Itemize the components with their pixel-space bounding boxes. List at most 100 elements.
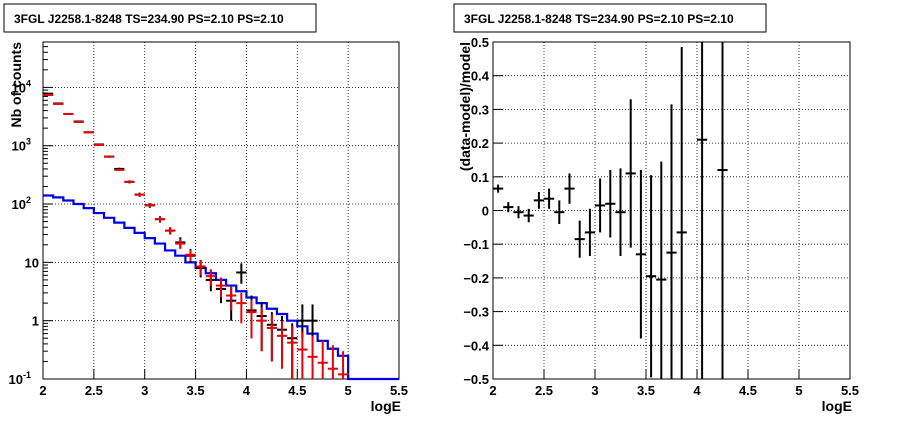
residual-y-tick-label: 0.2 xyxy=(471,136,489,151)
residual-point xyxy=(564,173,575,204)
counts-x-tick-label: 2 xyxy=(39,383,46,398)
model-point xyxy=(185,249,196,262)
model-point xyxy=(276,320,288,369)
residual-x-tick-label: 4 xyxy=(693,383,701,398)
model-point xyxy=(63,112,74,115)
model-point xyxy=(236,292,247,324)
counts-x-tick-label: 5.5 xyxy=(390,383,408,398)
counts-plot-frame xyxy=(42,41,400,380)
residual-x-tick-label: 3.5 xyxy=(637,383,655,398)
residual-panel: 3FGL J2258.1-8248 TS=234.90 PS=2.10 PS=2… xyxy=(453,3,859,414)
model-point xyxy=(104,155,115,158)
counts-y-tick-label: 10 xyxy=(25,255,39,270)
data-point xyxy=(307,304,318,339)
counts-title: 3FGL J2258.1-8248 TS=234.90 PS=2.10 PS=2… xyxy=(14,12,284,26)
residual-point xyxy=(635,170,646,339)
model-point xyxy=(337,351,349,379)
model-point xyxy=(256,307,267,352)
residual-point xyxy=(523,208,534,223)
counts-y-tick-label: 10-1 xyxy=(9,370,31,387)
model-point xyxy=(246,299,257,339)
model-point xyxy=(43,94,54,97)
residual-point xyxy=(605,170,616,238)
model-point xyxy=(114,168,125,171)
residual-x-axis-label: logE xyxy=(822,398,852,414)
model-point xyxy=(317,340,328,379)
counts-y-tick-exponent: -1 xyxy=(23,370,31,380)
residual-y-tick-label: −0.5 xyxy=(463,372,489,387)
counts-x-tick-label: 3.5 xyxy=(187,383,205,398)
counts-panel: 3FGL J2258.1-8248 TS=234.90 PS=2.10 PS=2… xyxy=(3,3,408,414)
counts-x-tick-label: 5 xyxy=(345,383,352,398)
residual-point xyxy=(574,220,585,258)
counts-y-tick-label: 103 xyxy=(12,137,31,154)
counts-x-axis-label: logE xyxy=(371,398,401,414)
residual-title: 3FGL J2258.1-8248 TS=234.90 PS=2.10 PS=2… xyxy=(464,12,734,26)
counts-y-tick-exponent: 2 xyxy=(26,195,31,205)
residual-y-tick-label: 0.5 xyxy=(471,35,489,50)
residual-point xyxy=(717,42,728,379)
model-point xyxy=(297,331,308,379)
counts-x-tick-label: 2.5 xyxy=(85,383,103,398)
residual-point xyxy=(554,200,565,224)
residual-point xyxy=(533,191,544,209)
residual-y-tick-label: 0.3 xyxy=(471,102,489,117)
residual-point xyxy=(584,208,595,256)
residual-y-tick-label: 0.1 xyxy=(471,170,489,185)
model-point xyxy=(327,345,338,379)
counts-x-tick-label: 4 xyxy=(243,383,251,398)
counts-y-tick-exponent: 3 xyxy=(26,137,31,147)
model-point xyxy=(93,143,105,146)
residual-title-box xyxy=(453,3,767,33)
counts-title-box xyxy=(3,3,317,33)
residual-x-tick-label: 5 xyxy=(795,383,802,398)
model-point xyxy=(195,259,206,276)
residual-point xyxy=(676,47,687,379)
model-point xyxy=(307,335,318,379)
model-point xyxy=(226,286,237,311)
residual-point xyxy=(625,99,636,248)
residual-axis-ticks: 2 2.5 3 3.5 4 4.5 5 5.5 −0.5 −0.4 −0.3 −0.2 −0.1 0 0.1… xyxy=(463,35,859,398)
residual-point xyxy=(615,168,626,256)
residual-grid xyxy=(493,42,850,379)
residual-y-tick-label: −0.3 xyxy=(463,305,489,320)
residual-point xyxy=(666,104,677,379)
model-point xyxy=(165,227,176,235)
model-point xyxy=(154,216,166,223)
residual-y-axis-label: (data-model)/model xyxy=(457,42,473,171)
residual-y-tick-label: 0 xyxy=(482,204,489,219)
residual-x-tick-label: 3 xyxy=(591,383,598,398)
model-point xyxy=(83,131,94,134)
residual-y-tick-label: −0.4 xyxy=(463,338,489,353)
residual-series xyxy=(493,42,728,379)
model-point xyxy=(205,269,216,286)
residual-point xyxy=(646,175,657,378)
data-point xyxy=(236,263,247,284)
residual-point xyxy=(513,206,524,219)
residual-x-tick-label: 2 xyxy=(489,383,496,398)
residual-point xyxy=(656,161,667,379)
counts-y-axis-label: Nb of counts xyxy=(8,42,24,128)
residual-y-tick-label: 0.4 xyxy=(471,69,490,84)
model-point xyxy=(73,120,84,123)
residual-x-tick-label: 2.5 xyxy=(535,383,553,398)
counts-grid xyxy=(43,42,399,379)
counts-y-tick-label: 1 xyxy=(32,314,39,329)
residual-point xyxy=(595,178,606,233)
counts-y-tick-label: 102 xyxy=(12,195,31,212)
residual-y-tick-label: −0.1 xyxy=(463,237,489,252)
model-point xyxy=(215,277,227,298)
model-point xyxy=(53,102,64,105)
counts-y-tick-exponent: 4 xyxy=(26,78,31,88)
residual-point xyxy=(544,188,555,209)
residual-y-tick-label: −0.2 xyxy=(463,271,489,286)
residual-point xyxy=(697,42,708,379)
counts-x-tick-label: 4.5 xyxy=(288,383,306,398)
counts-x-tick-label: 3 xyxy=(141,383,148,398)
model-point xyxy=(287,326,298,379)
residual-x-tick-label: 5.5 xyxy=(841,383,859,398)
model-point xyxy=(266,314,277,362)
model-point xyxy=(124,180,135,184)
